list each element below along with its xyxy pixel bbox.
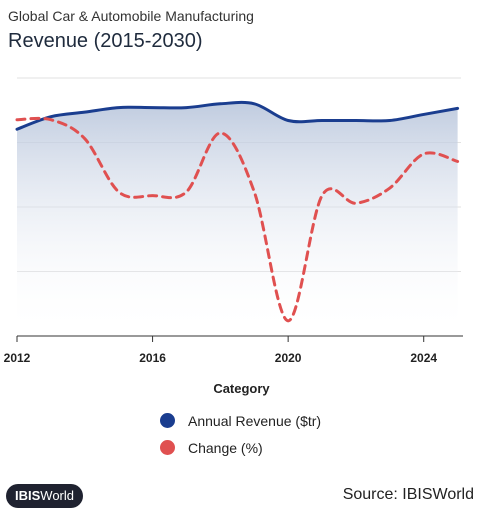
brand-suffix: World — [40, 488, 75, 503]
ibisworld-logo: IBISWorld — [6, 484, 84, 508]
legend-label-revenue: Annual Revenue ($tr) — [188, 412, 322, 429]
line-chart: 2012 2016 2020 2024 — [4, 77, 463, 365]
legend-item-revenue[interactable]: Annual Revenue ($tr) — [160, 407, 321, 434]
series-line-change[interactable] — [15, 116, 460, 323]
x-tick-label-2016: 2016 — [139, 351, 166, 365]
legend-label-change: Change (%) — [188, 439, 263, 456]
series-line-revenue[interactable] — [15, 100, 460, 131]
x-tick-label-2024: 2024 — [410, 351, 437, 365]
chart-title: Revenue (2015-2030) — [8, 30, 203, 52]
source-note: Source: IBISWorld — [342, 486, 474, 503]
legend-marker-revenue — [160, 413, 175, 428]
chart-subtitle: Global Car & Automobile Manufacturing — [8, 8, 254, 24]
legend: Annual Revenue ($tr) Change (%) — [160, 407, 321, 461]
x-axis-label: Category — [213, 381, 270, 396]
x-tick-label-2012: 2012 — [4, 351, 31, 365]
series-area-revenue — [17, 102, 458, 336]
x-tick-label-2020: 2020 — [275, 351, 302, 365]
brand-prefix: IBIS — [15, 488, 41, 503]
legend-item-change[interactable]: Change (%) — [160, 434, 321, 461]
legend-marker-change — [160, 440, 175, 455]
